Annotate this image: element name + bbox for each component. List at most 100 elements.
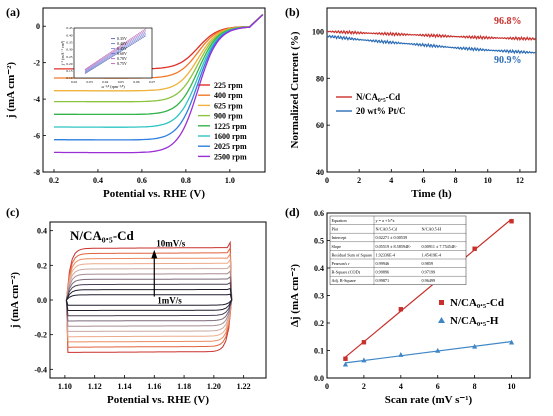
d-fit-table-cell: 0.99896 — [376, 270, 390, 275]
c-annotation-bottom: 1mV/s — [157, 295, 182, 305]
d-point-h-3 — [435, 347, 441, 353]
c-cv-loop-9 — [65, 293, 233, 306]
a-inset-legend-label-3: 0.60V — [117, 51, 127, 56]
a-inset-x-label: ω⁻¹⁄² (rpm⁻¹⁄²) — [101, 84, 125, 89]
c-x-tick-label: 1.10 — [58, 382, 72, 391]
a-inset-legend-label-1: 0.40V — [117, 41, 127, 46]
b-y-tick-label: 60 — [316, 121, 324, 130]
d-fit-table-cell: Residual Sum of Square — [332, 252, 373, 257]
d-x-tick-label: 4 — [399, 382, 403, 391]
d-legend-label-1: N/CA₀.₅-H — [450, 315, 499, 327]
panel-b-chart: 0 2 4 6 8 10 12 40 60 80 100 Time (h) Normalized Cur… — [289, 7, 537, 200]
a-inset-fit-line-5 — [84, 28, 146, 70]
b-x-tick-label: 0 — [325, 176, 329, 185]
c-y-tick-label: 0.0 — [37, 296, 47, 305]
a-inset-x-tick-label: 0.07 — [149, 80, 155, 84]
d-point-cd-2 — [398, 307, 404, 312]
d-y-tick-label: 0.5 — [314, 237, 324, 246]
a-inset-x-tick-label: 0.03 — [87, 80, 93, 84]
a-legend-label-1: 400 rpm — [214, 91, 243, 100]
c-arrow-head — [151, 249, 158, 259]
c-cv-loop-6 — [65, 275, 233, 322]
a-x-tick-label: 0.2 — [49, 176, 59, 185]
b-series-line-0 — [326, 29, 536, 42]
a-plot-frame — [42, 7, 266, 173]
d-fit-table-cell: R-Square (COD) — [332, 270, 361, 275]
d-fit-table-cell: 1.45419E-4 — [422, 252, 443, 257]
a-series-line-7 — [54, 14, 264, 154]
a-inset-y-tick-label: 0.25 — [66, 55, 72, 59]
d-legend-marker-1 — [438, 317, 445, 323]
a-inset-legend-label-0: 0.35V — [117, 36, 127, 41]
b-x-tick-label: 2 — [357, 176, 361, 185]
d-fit-table-cell: 0.00911 ± 7.75454E- — [422, 244, 458, 249]
b-y-tick-label: 100 — [312, 27, 324, 36]
d-legend-label-0: N/CA₀.₅-Cd — [450, 297, 504, 309]
b-y-tick-label: 80 — [316, 74, 324, 83]
a-inset-legend-label-2: 0.45V — [117, 46, 127, 51]
c-x-tick-label: 1.12 — [88, 382, 102, 391]
a-inset-x-tick-label: 0.06 — [133, 80, 139, 84]
d-x-tick-label: 8 — [473, 382, 477, 391]
c-x-tick-label: 1.16 — [147, 382, 161, 391]
d-x-tick-label: 10 — [508, 382, 516, 391]
d-fit-table-cell: Pearson's r — [332, 261, 351, 266]
d-fit-line-0 — [345, 218, 512, 358]
d-point-h-4 — [472, 343, 478, 349]
d-fit-table-cell: Slope — [332, 244, 342, 249]
a-inset-y-tick-label: 0.30 — [66, 48, 72, 52]
a-inset-legend-label-4: 0.70V — [117, 56, 127, 61]
panel-d-tag: (d) — [285, 205, 300, 219]
d-y-tick-label: 0.2 — [314, 319, 324, 328]
a-inset-y-tick-label: 0.15 — [66, 69, 72, 73]
a-y-tick-label: 0 — [36, 22, 40, 31]
b-x-tick-label: 4 — [389, 176, 393, 185]
c-x-tick-label: 1.22 — [237, 382, 251, 391]
a-y-tick-label: -4 — [33, 95, 40, 104]
panel-a-chart: 0.2 0.4 0.6 0.8 1.0 -8 -6 -4 -2 0 Potential vs. RH… — [5, 7, 266, 200]
c-cv-loop-4 — [65, 264, 233, 332]
b-legend-label-0: N/CA₀.₅-Cd — [356, 92, 400, 102]
c-cv-loop-3 — [65, 258, 233, 338]
a-inset-fit-line-2 — [84, 32, 146, 73]
c-annotation-top: 10mV/s — [156, 238, 185, 248]
d-fit-table-cell: Adj. R-Square — [332, 278, 356, 283]
a-y-tick-label: -6 — [33, 132, 40, 141]
c-x-tick-label: 1.18 — [177, 382, 191, 391]
d-fit-table-cell: y = a + b*x — [376, 218, 396, 223]
b-y-tick-label: 40 — [316, 168, 324, 177]
a-legend-label-5: 1600 rpm — [214, 132, 247, 141]
a-x-tick-label: 0.8 — [181, 176, 191, 185]
a-inset-y-tick-label: 0.40 — [66, 33, 72, 37]
c-x-axis-label: Potential vs. RHE (V) — [107, 394, 209, 406]
d-fit-table-cell: 0.96499 — [422, 278, 436, 283]
a-inset-x-tick-label: 0.02 — [71, 80, 77, 84]
d-point-h-2 — [398, 352, 404, 357]
a-x-axis-label: Potential vs. RHE (V) — [103, 188, 205, 200]
a-legend-label-4: 1225 rpm — [214, 122, 247, 131]
a-inset-legend-label-5: 0.75V — [117, 61, 127, 66]
a-x-tick-label: 1.0 — [225, 176, 235, 185]
a-legend-label-2: 625 rpm — [214, 101, 243, 110]
d-point-h-5 — [508, 339, 515, 345]
a-inset-x-tick-label: 0.05 — [118, 80, 124, 84]
d-fit-table-cell: 0.99871 — [376, 278, 390, 283]
c-y-tick-label: -0.4 — [34, 365, 47, 374]
b-series-line-1 — [326, 34, 536, 55]
c-x-tick-label: 1.14 — [117, 382, 131, 391]
a-inset-y-label: j⁻¹ (mA⁻¹ cm²) — [60, 40, 65, 66]
d-y-tick-label: 0.6 — [314, 209, 324, 218]
d-y-tick-label: 0.3 — [314, 292, 324, 301]
d-legend-marker-0 — [439, 300, 444, 305]
d-x-axis-label: Scan rate (mV s⁻¹) — [385, 394, 473, 406]
b-y-axis-label: Normalized Current (%) — [289, 31, 301, 148]
a-y-tick-label: -8 — [33, 168, 40, 177]
c-x-tick-label: 1.20 — [207, 382, 221, 391]
a-x-tick-label: 0.6 — [137, 176, 147, 185]
panel-c-tag: (c) — [6, 205, 19, 219]
d-fit-table-cell: 0.97199 — [422, 270, 436, 275]
d-x-tick-label: 0 — [325, 382, 329, 391]
a-inset-y-tick-label: 0.20 — [66, 62, 72, 66]
b-legend-label-1: 20 wt% Pt/C — [356, 106, 406, 116]
b-annotation-pt: 90.9% — [494, 55, 522, 66]
